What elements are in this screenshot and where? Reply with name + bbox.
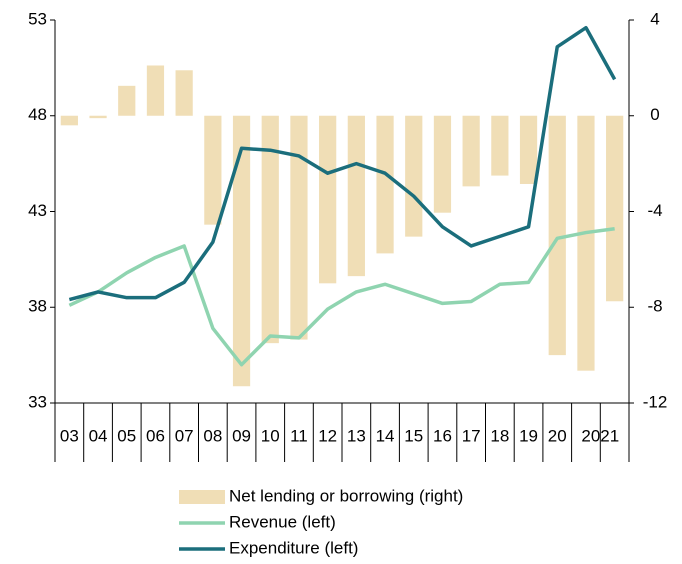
x-tick-label: 09: [232, 426, 251, 445]
bar: [347, 115, 365, 277]
legend-label: Revenue (left): [229, 512, 336, 531]
line: [68, 25, 617, 302]
bar: [118, 85, 136, 116]
bar: [261, 115, 279, 344]
y2-tick-label: -8: [647, 297, 662, 316]
y-tick-label: 48: [28, 105, 47, 124]
x-tick-label: 03: [60, 426, 79, 445]
x-tick-label: 2021: [581, 426, 619, 445]
x-tick-label: 06: [146, 426, 165, 445]
x-tick-label: 14: [376, 426, 395, 445]
line: [68, 227, 615, 367]
bar: [462, 115, 480, 187]
bar: [60, 115, 78, 126]
x-tick-label: 20: [548, 426, 567, 445]
bar: [433, 115, 452, 213]
bar: [548, 115, 566, 356]
bar: [89, 115, 107, 119]
bar: [491, 115, 509, 176]
bar: [405, 115, 423, 237]
legend-label: Expenditure (left): [229, 538, 358, 557]
y-tick-label: 38: [28, 297, 47, 316]
y2-tick-label: 0: [650, 105, 659, 124]
bar: [519, 115, 538, 184]
bar: [577, 115, 595, 371]
x-tick-label: 15: [404, 426, 423, 445]
y2-tick-label: -12: [643, 392, 668, 411]
y2-tick-label: -4: [647, 201, 662, 220]
bar: [146, 65, 165, 116]
legend-swatch: [179, 490, 225, 504]
bar: [232, 115, 251, 387]
x-tick-label: 19: [519, 426, 538, 445]
bar: [319, 115, 337, 284]
x-tick-label: 04: [89, 426, 108, 445]
x-tick-label: 16: [433, 426, 452, 445]
bar: [376, 115, 394, 254]
bar: [606, 115, 624, 302]
y2-tick-label: 4: [650, 9, 659, 28]
x-tick-label: 13: [347, 426, 366, 445]
bar: [175, 70, 193, 116]
y-tick-label: 33: [28, 392, 47, 411]
x-tick-label: 10: [261, 426, 280, 445]
x-tick-label: 12: [318, 426, 337, 445]
y-tick-label: 43: [28, 201, 47, 220]
x-tick-label: 08: [203, 426, 222, 445]
bar: [290, 115, 308, 340]
legend-label: Net lending or borrowing (right): [229, 486, 463, 505]
y-tick-label: 53: [28, 9, 47, 28]
x-tick-label: 11: [290, 426, 308, 445]
bar: [204, 115, 222, 225]
x-tick-label: 17: [462, 426, 481, 445]
x-tick-label: 05: [117, 426, 136, 445]
x-tick-label: 07: [175, 426, 194, 445]
x-tick-label: 18: [490, 426, 509, 445]
